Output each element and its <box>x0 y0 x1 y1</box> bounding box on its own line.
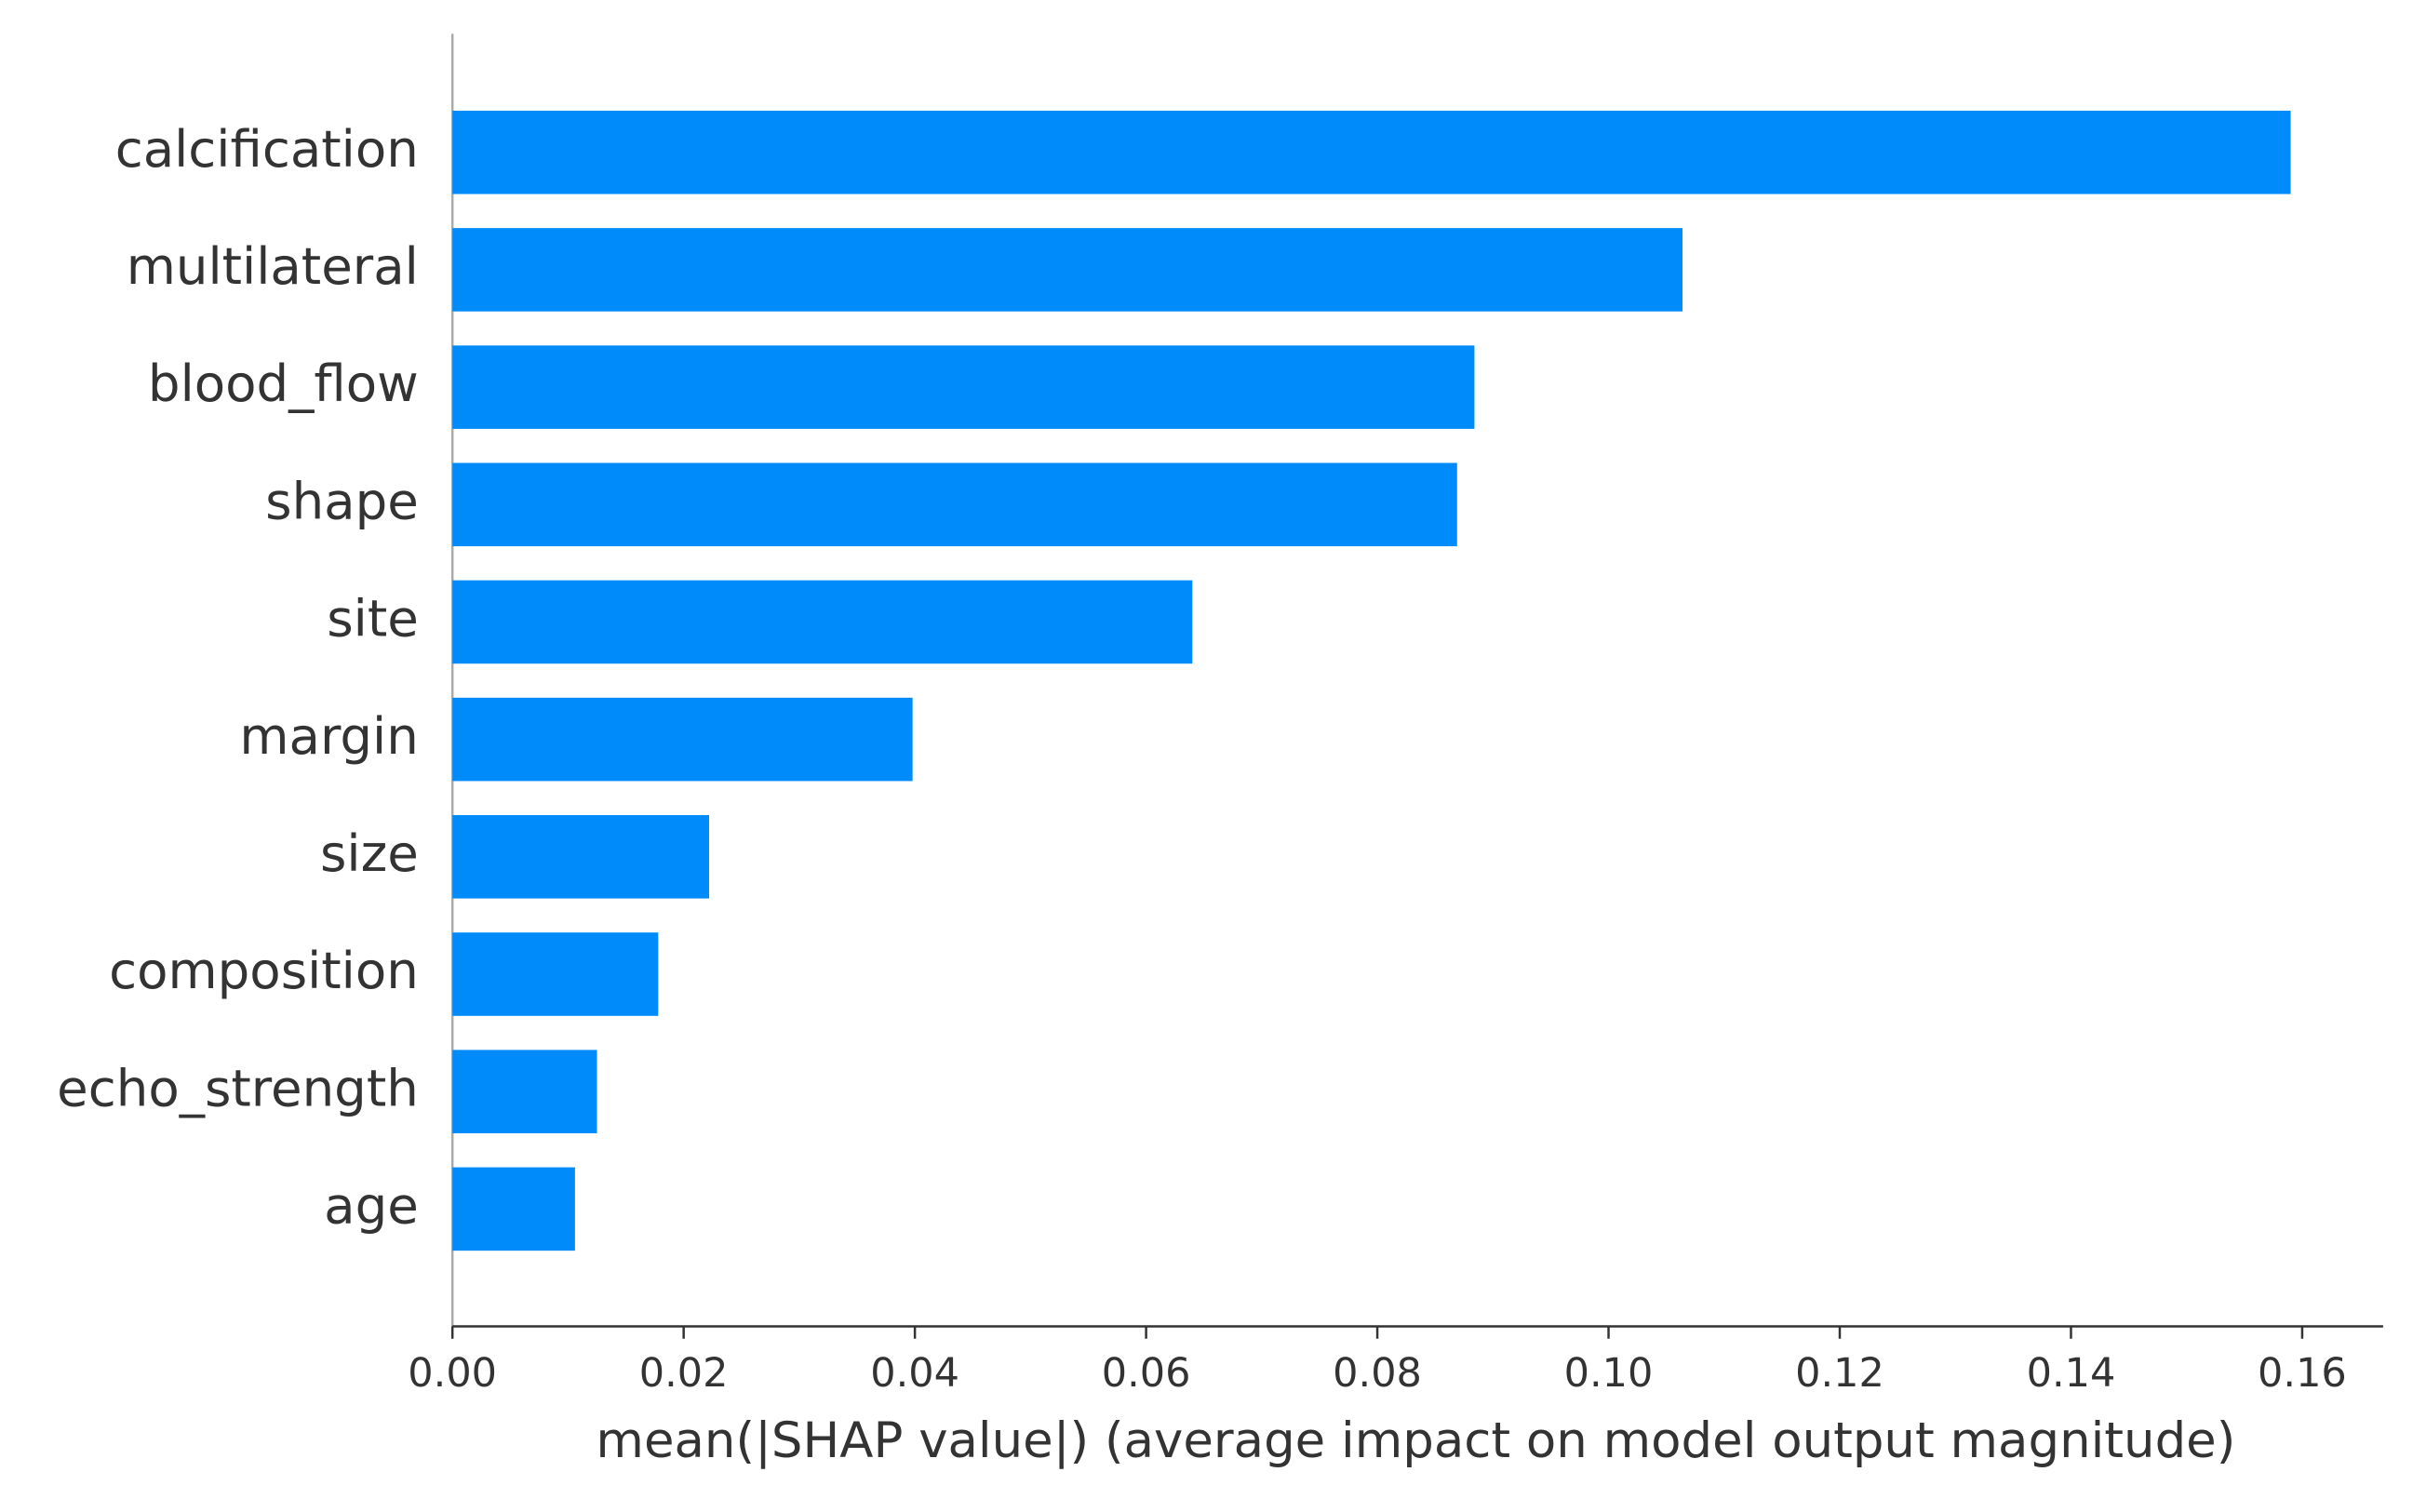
bar <box>452 228 1683 312</box>
x-tick-label: 0.02 <box>639 1350 729 1397</box>
x-tick-label: 0.12 <box>1795 1350 1884 1397</box>
y-tick-label: margin <box>239 706 418 766</box>
bar <box>452 697 913 782</box>
y-tick-label: shape <box>265 471 419 530</box>
y-tick-label: echo_strength <box>57 1058 419 1117</box>
x-tick-label: 0.00 <box>408 1350 497 1397</box>
x-tick-label: 0.16 <box>2258 1350 2347 1397</box>
bar <box>452 932 659 1016</box>
x-tick-label: 0.06 <box>1102 1350 1191 1397</box>
x-axis-label: mean(|SHAP value|) (average impact on mo… <box>596 1412 2235 1469</box>
y-tick-label: size <box>320 823 419 883</box>
bar <box>452 110 2291 194</box>
y-tick-label: site <box>327 589 419 649</box>
y-tick-label: blood_flow <box>148 354 419 413</box>
y-tick-label: composition <box>109 941 419 1000</box>
y-tick-label: age <box>324 1175 419 1235</box>
x-tick-label: 0.10 <box>1564 1350 1654 1397</box>
bar <box>452 580 1193 664</box>
bar <box>452 1167 575 1251</box>
y-tick-label: calcification <box>115 119 419 179</box>
y-tick-label: multilateral <box>127 236 419 296</box>
x-tick-label: 0.14 <box>2027 1350 2116 1397</box>
x-tick-label: 0.04 <box>870 1350 959 1397</box>
x-tick-label: 0.08 <box>1333 1350 1422 1397</box>
bar <box>452 815 709 899</box>
bar <box>452 345 1475 429</box>
bar <box>452 1050 597 1133</box>
bar <box>452 462 1457 547</box>
